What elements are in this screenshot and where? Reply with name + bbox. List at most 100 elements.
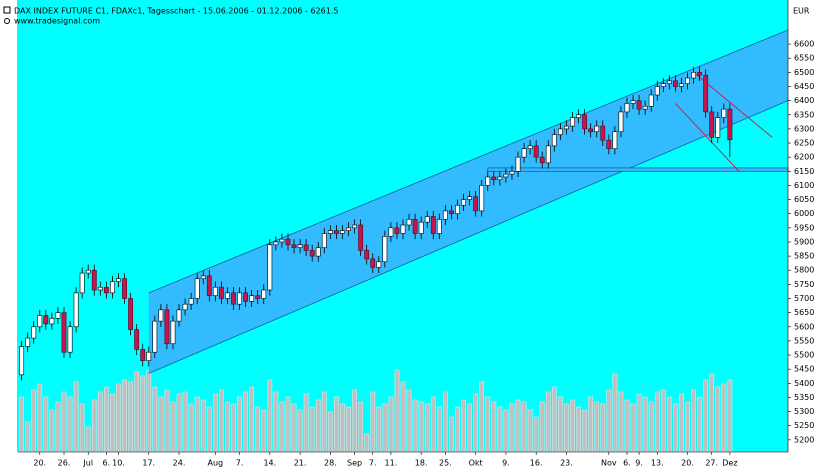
candle-body: [158, 309, 164, 322]
volume-bar: [352, 389, 357, 453]
candle-body: [61, 312, 67, 353]
channel-line: [148, 100, 789, 374]
volume-bar: [570, 399, 575, 453]
volume-bar: [206, 406, 212, 453]
volume-bar: [418, 401, 424, 453]
x-tick-label: 13.: [651, 459, 664, 468]
candle-body: [564, 125, 569, 130]
candle-body: [212, 286, 218, 296]
candle-body: [85, 269, 91, 274]
candle-body: [231, 292, 236, 305]
volume-bar: [648, 401, 654, 453]
x-tick-label: 6.: [623, 459, 631, 468]
y-tick-label: 6300: [794, 124, 814, 133]
candle-body: [485, 176, 491, 186]
candle-body: [140, 349, 146, 361]
candle-body: [521, 148, 527, 158]
volume-bar: [624, 399, 630, 453]
volume-bar: [497, 406, 503, 453]
volume-bar: [285, 396, 291, 453]
y-tick-label: 5850: [794, 252, 814, 261]
x-tick-label: 7.: [369, 459, 377, 468]
volume-bar: [539, 401, 545, 453]
volume-bar: [273, 391, 279, 453]
candle-body: [539, 156, 545, 164]
x-tick-label: Jul: [82, 459, 93, 468]
volume-bar: [182, 391, 188, 453]
candle-body: [679, 83, 684, 87]
subtitle-icon: [4, 18, 10, 24]
candle-body: [388, 227, 394, 237]
volume-bar: [279, 401, 285, 453]
x-tick-label: 25.: [439, 459, 452, 468]
candle-body: [134, 329, 140, 350]
volume-bar: [473, 393, 479, 453]
y-tick-label: 5750: [794, 280, 814, 289]
volume-bar: [455, 406, 460, 453]
y-tick-label: 5700: [794, 294, 814, 303]
volume-bar: [194, 396, 200, 453]
volume-bar: [158, 396, 164, 453]
candle-body: [116, 278, 121, 282]
chart-subtitle: www.tradesignal.com: [14, 17, 100, 26]
volume-bar: [128, 381, 133, 453]
volume-bar: [140, 375, 146, 453]
volume-bar: [491, 401, 497, 453]
candle-body: [672, 80, 678, 87]
volume-bar: [406, 389, 412, 453]
volume-bar: [152, 386, 158, 453]
candle-body: [703, 74, 709, 113]
volume-bar: [237, 396, 242, 453]
volume-bar: [642, 396, 648, 453]
volume-bar: [715, 386, 721, 453]
x-tick-label: 14.: [263, 459, 276, 468]
candle-body: [333, 230, 339, 234]
y-tick-label: 6400: [794, 96, 814, 105]
candle-body: [455, 204, 460, 215]
volume-bar: [104, 386, 109, 453]
candle-body: [352, 224, 357, 229]
x-tick-label: Dez: [722, 459, 737, 468]
candle-body: [164, 309, 170, 345]
volume-bar: [412, 399, 418, 453]
volume-bar: [449, 416, 454, 453]
candle-body: [31, 326, 37, 339]
candle-body: [594, 125, 600, 133]
candle-body: [697, 72, 703, 76]
candle-body: [103, 286, 109, 294]
x-tick-label: Sep: [347, 459, 362, 468]
volume-bar: [321, 391, 327, 453]
candle-body: [346, 227, 351, 231]
candle-body: [370, 258, 376, 268]
candle-body: [91, 269, 97, 291]
x-tick-label: 17.: [142, 459, 155, 468]
volume-bar: [146, 369, 152, 453]
candle-body: [243, 292, 249, 302]
volume-bar: [91, 399, 97, 453]
x-tick-label: 9.: [635, 459, 643, 468]
candle-body: [467, 196, 473, 200]
volume-bar: [340, 403, 345, 453]
candle-body: [364, 250, 370, 260]
y-tick-label: 5400: [794, 379, 814, 388]
volume-bar: [697, 396, 702, 453]
candle-body: [551, 134, 557, 147]
candle-body: [321, 233, 327, 248]
volume-bar: [461, 399, 466, 453]
candle-body: [412, 219, 418, 234]
y-tick-label: 5500: [794, 351, 814, 360]
candle-body: [315, 247, 321, 257]
volume-bar: [394, 369, 400, 453]
y-tick-label: 6600: [794, 40, 814, 49]
volume-bar: [485, 396, 491, 453]
x-tick-label: 10.: [112, 459, 125, 468]
candle-body: [49, 317, 55, 325]
candle-body: [225, 292, 230, 299]
candle-body: [436, 219, 442, 234]
volume-bar: [291, 403, 297, 453]
candle-body: [200, 275, 206, 280]
candle-body: [19, 346, 25, 376]
y-tick-label: 5600: [794, 322, 814, 331]
volume-bar: [527, 409, 533, 453]
y-tick-label: 5450: [794, 365, 814, 374]
